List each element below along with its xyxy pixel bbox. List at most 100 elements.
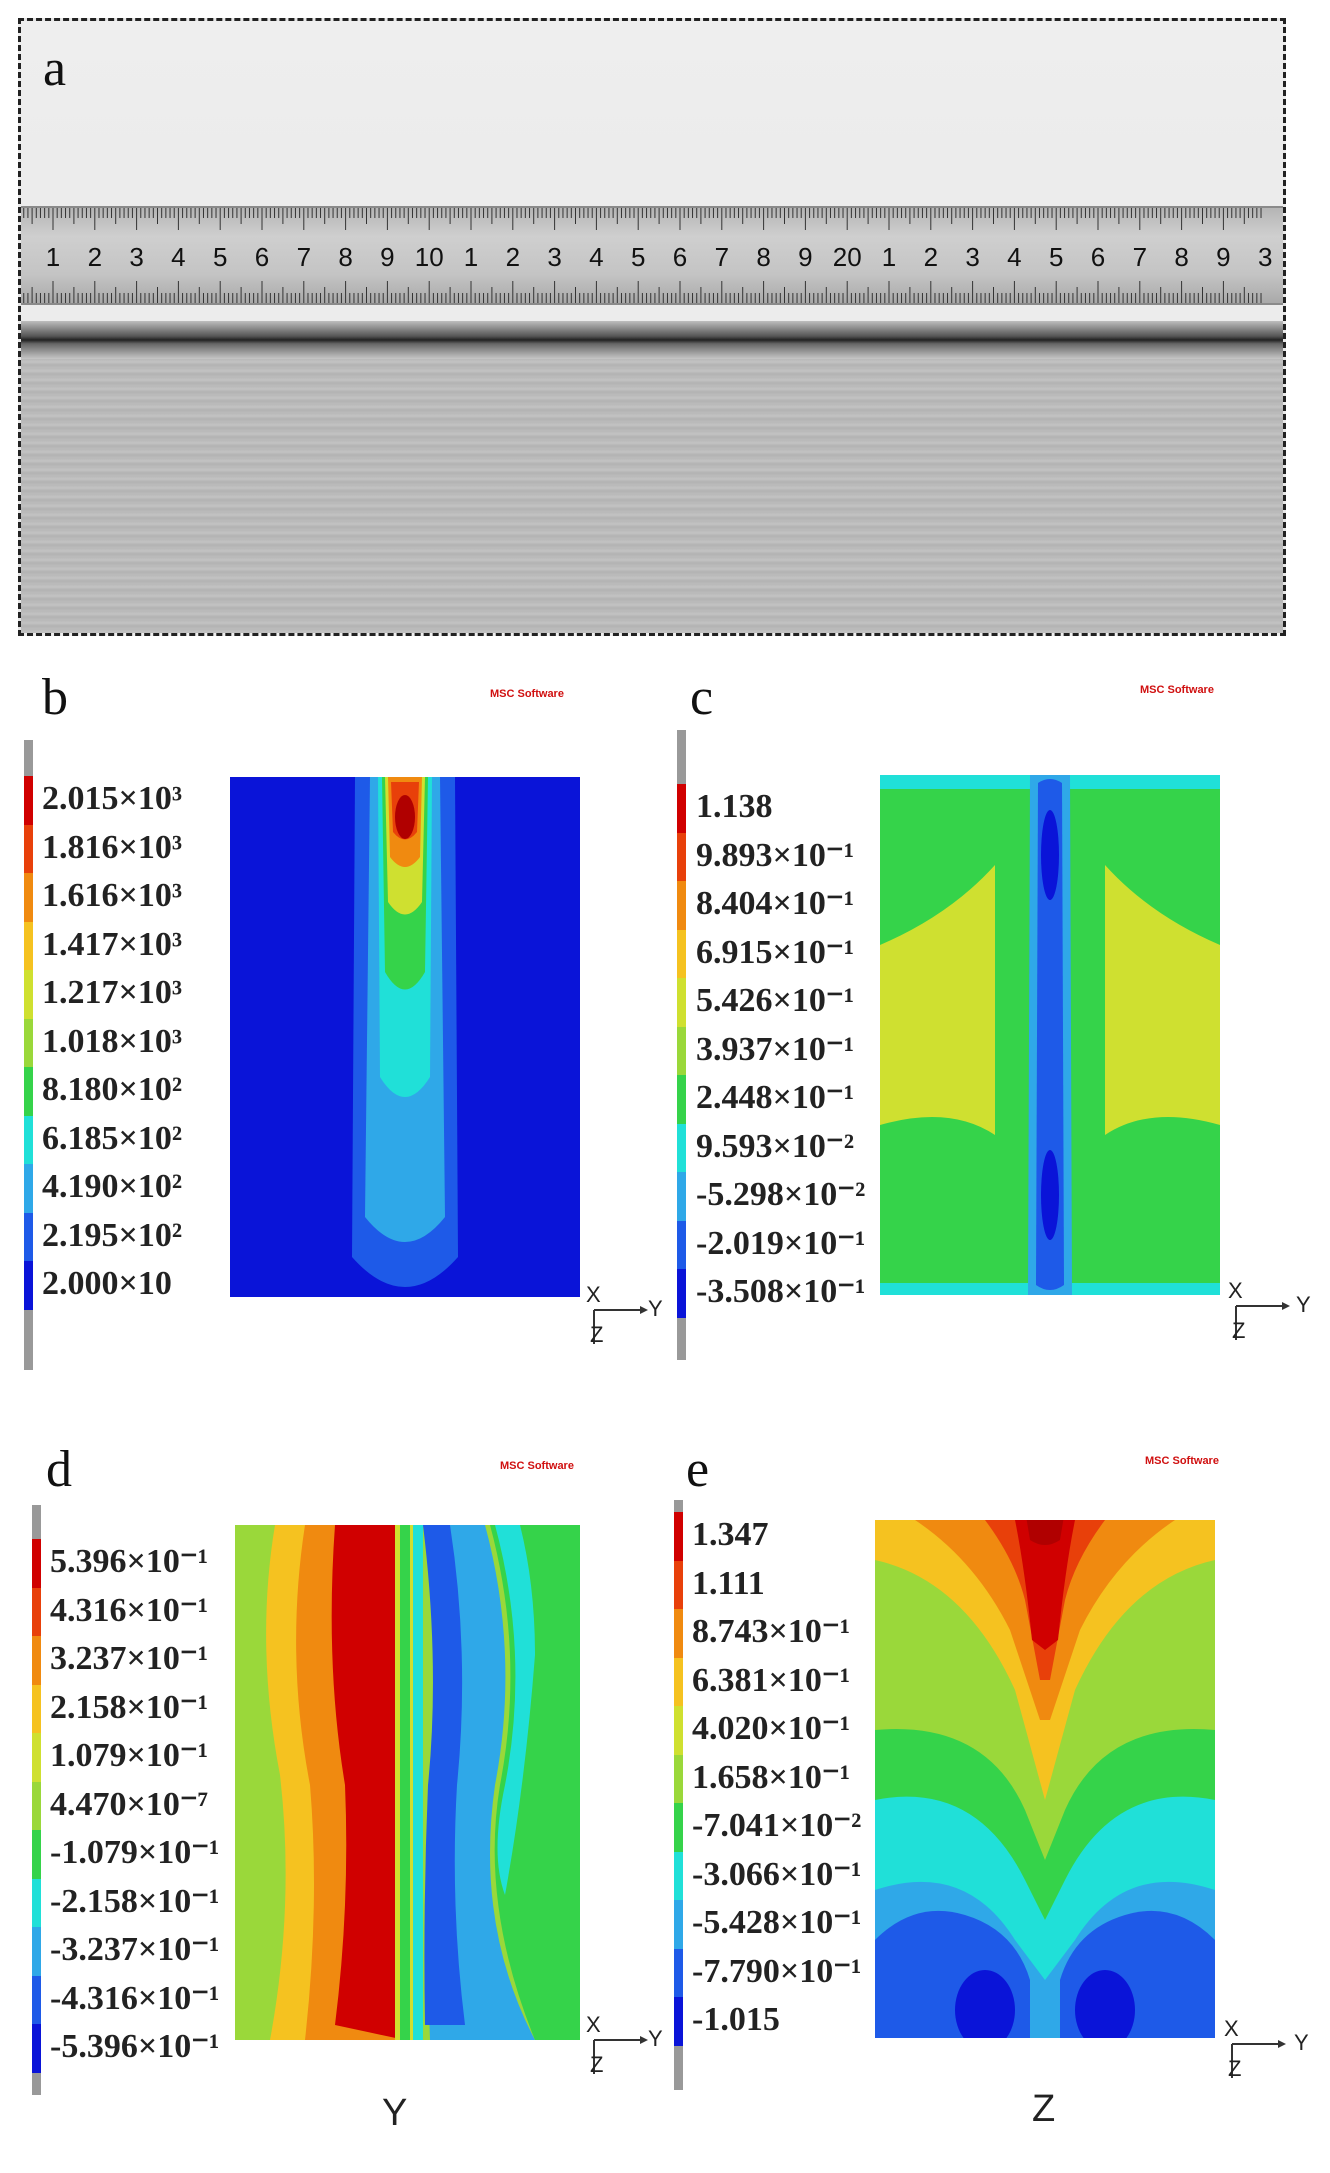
axis-z-label: Z	[590, 2052, 603, 2077]
colorbar-swatch	[674, 1754, 683, 1803]
legend-value: 3.937×10⁻¹	[696, 1030, 855, 1068]
ruler-label: 8	[338, 242, 352, 272]
legend-value: 9.593×10⁻²	[696, 1127, 855, 1165]
legend-value: 4.020×10⁻¹	[692, 1710, 851, 1747]
legend-value: 4.190×10²	[42, 1168, 183, 1205]
colorbar-swatch	[32, 1878, 41, 1927]
legend-colorbar-b	[24, 740, 33, 1370]
legend-value: -5.298×10⁻²	[696, 1176, 866, 1213]
ruler-label: 7	[297, 242, 311, 272]
legend-value: 2.158×10⁻¹	[50, 1688, 209, 1726]
colorbar-cap	[674, 1500, 683, 1512]
legend-value: -3.066×10⁻¹	[692, 1855, 862, 1893]
ruler-label: 4	[589, 242, 603, 272]
ruler-label: 3	[547, 242, 561, 272]
welded-plate	[21, 359, 1283, 633]
colorbar-swatch	[677, 1075, 686, 1124]
legend-value: 9.893×10⁻¹	[696, 836, 855, 874]
ruler-label: 8	[756, 242, 770, 272]
colorbar-swatch	[677, 978, 686, 1027]
ruler-label: 7	[715, 242, 729, 272]
ruler-label: 6	[673, 242, 687, 272]
panel-label-c: c	[690, 669, 714, 726]
axis-triad-e: X Y Z	[1224, 2016, 1309, 2081]
stress-contour-plot-d	[235, 1525, 580, 2040]
ruler-label: 20	[833, 242, 862, 272]
legend-value: -1.079×10⁻¹	[50, 1834, 220, 1871]
colorbar-swatch	[674, 1512, 683, 1561]
colorbar-swatch	[32, 1636, 41, 1685]
weld-seam	[21, 321, 1283, 359]
legend-value: 3.237×10⁻¹	[50, 1640, 209, 1677]
colorbar-swatch	[677, 881, 686, 930]
legend-value: 1.616×10³	[42, 877, 183, 914]
colorbar-swatch	[24, 824, 33, 873]
ruler-label: 2	[506, 242, 520, 272]
ruler-label: 1	[46, 242, 60, 272]
colorbar-swatch	[32, 1539, 41, 1588]
legend-value: -2.019×10⁻¹	[696, 1224, 866, 1262]
msc-software-logo-e: MSC Software	[1145, 1455, 1219, 1467]
ruler-label: 10	[415, 242, 444, 272]
legend-value: -5.428×10⁻¹	[692, 1904, 862, 1941]
colorbar-swatch	[677, 929, 686, 978]
legend-value: -1.015	[692, 2001, 780, 2038]
legend-value: 5.396×10⁻¹	[50, 1543, 209, 1580]
colorbar-swatch	[24, 1261, 33, 1310]
colorbar-swatch	[677, 1220, 686, 1269]
legend-e: 1.347 1.111 8.743×10⁻¹ 6.381×10⁻¹ 4.020×10⁻¹…	[692, 1518, 861, 2052]
axis-triad-b: X Y Z	[586, 1282, 663, 1347]
colorbar-swatch	[32, 2024, 41, 2073]
legend-value: 2.448×10⁻¹	[696, 1079, 855, 1116]
plate-top-strip	[21, 301, 1283, 323]
ruler-label: 1	[882, 242, 896, 272]
colorbar-swatch	[677, 784, 686, 833]
ruler-label: 5	[1049, 242, 1063, 272]
panel-label-e: e	[686, 1441, 710, 1498]
plot-d-direction-label: Y	[382, 2092, 408, 2134]
colorbar-swatch	[674, 1706, 683, 1755]
colorbar-swatch	[674, 1900, 683, 1949]
colorbar-cap	[24, 1309, 33, 1370]
colorbar-swatch	[32, 1781, 41, 1830]
ruler-label: 6	[1091, 242, 1105, 272]
ruler-label: 9	[798, 242, 812, 272]
legend-value: 8.404×10⁻¹	[696, 885, 855, 922]
legend-value: 5.426×10⁻¹	[696, 982, 855, 1019]
colorbar-swatch	[24, 776, 33, 825]
axis-z-label: Z	[590, 1322, 603, 1347]
colorbar-swatch	[674, 1803, 683, 1852]
axis-x-label: X	[1224, 2016, 1239, 2041]
colorbar-swatch	[24, 1018, 33, 1067]
msc-software-logo-c: MSC Software	[1140, 684, 1214, 696]
axis-x-label: X	[586, 2012, 601, 2037]
legend-value: 1.138	[696, 788, 773, 825]
panel-label-a: a	[43, 40, 67, 97]
colorbar-swatch	[677, 1172, 686, 1221]
colorbar-swatch	[24, 1164, 33, 1213]
colorbar-swatch	[677, 832, 686, 881]
colorbar-cap	[677, 730, 686, 784]
legend-value: 1.658×10⁻¹	[692, 1758, 851, 1796]
legend-value: -4.316×10⁻¹	[50, 1979, 220, 2017]
colorbar-swatch	[677, 1026, 686, 1075]
legend-c: 1.138 9.893×10⁻¹ 8.404×10⁻¹ 6.915×10⁻¹ 5.426…	[696, 790, 865, 1324]
colorbar-swatch	[32, 1830, 41, 1879]
legend-value: 2.000×10	[42, 1265, 172, 1302]
panel-label-d: d	[46, 1441, 72, 1498]
ruler-label: 5	[631, 242, 645, 272]
msc-software-logo-d: MSC Software	[500, 1460, 574, 1472]
colorbar-cap	[677, 1317, 686, 1360]
colorbar-swatch	[674, 1657, 683, 1706]
stress-contour-plot-c	[880, 775, 1220, 1295]
ruler-label: 5	[213, 242, 227, 272]
legend-value: -7.041×10⁻²	[692, 1807, 862, 1844]
legend-value: 1.417×10³	[42, 925, 183, 963]
colorbar-swatch	[674, 1851, 683, 1900]
axis-x-label: X	[1228, 1278, 1243, 1303]
axis-z-label: Z	[1232, 1318, 1245, 1343]
colorbar-swatch	[32, 1733, 41, 1782]
ruler-graduations: 1 2 3 4 5 6 7 8 9 10 1 2 3 4 5 6 7 8 9 20 1 2 3 4 5 6 7 8 9 3	[23, 208, 1272, 303]
colorbar-cap	[32, 2072, 41, 2095]
ruler-label: 3	[129, 242, 143, 272]
